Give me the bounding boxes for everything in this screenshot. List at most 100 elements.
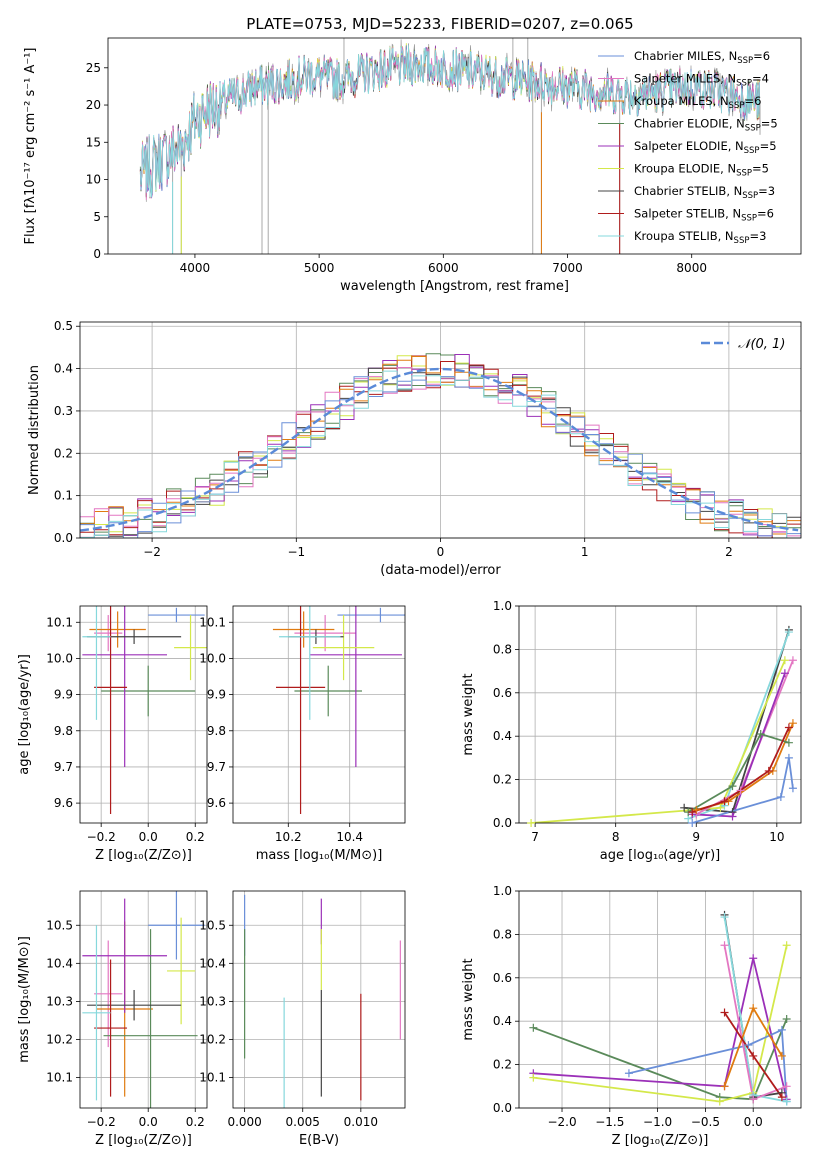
x-tick-label: −0.2 bbox=[87, 830, 116, 844]
legend-entry-suffix: =6 bbox=[744, 94, 761, 108]
y-tick-label: 10.0 bbox=[199, 651, 226, 665]
x-tick-label: 8 bbox=[612, 830, 620, 844]
legend-entry-label: Salpeter MILES, N bbox=[634, 72, 736, 86]
y-tick-label: 9.6 bbox=[207, 796, 226, 810]
y-tick-label: 5 bbox=[93, 210, 101, 224]
y-tick-label: 9.6 bbox=[54, 796, 73, 810]
x-tick-label: −1 bbox=[287, 545, 305, 559]
legend-entry-subscript: SSP bbox=[745, 124, 761, 134]
weight-marker-salpeter_elodie bbox=[780, 669, 789, 678]
y-axis-label: Flux [fλ10⁻¹⁷ erg cm⁻² s⁻¹ A⁻¹] bbox=[23, 48, 38, 245]
weight-marker-kroupa_stelib bbox=[784, 628, 793, 637]
y-tick-label: 10.5 bbox=[199, 918, 226, 932]
legend-entry-suffix: =4 bbox=[752, 72, 769, 86]
y-tick-label: 0.0 bbox=[54, 531, 73, 545]
x-tick-label: 10.2 bbox=[275, 830, 302, 844]
y-tick-label: 9.9 bbox=[207, 688, 226, 702]
legend-entry-subscript: SSP bbox=[734, 236, 750, 246]
figure-title: PLATE=0753, MJD=52233, FIBERID=0207, z=0… bbox=[246, 15, 633, 33]
legend-entry: Kroupa STELIB, NSSP=3 bbox=[634, 229, 766, 246]
legend-entry-suffix: =6 bbox=[757, 207, 774, 221]
y-tick-label: 9.7 bbox=[207, 760, 226, 774]
y-tick-label: 10.1 bbox=[199, 1071, 226, 1085]
weight-marker-salpeter_stelib bbox=[777, 1093, 786, 1102]
legend-entry: Chabrier MILES, NSSP=6 bbox=[634, 49, 770, 66]
x-tick-label: 5000 bbox=[304, 261, 335, 275]
y-tick-label: 10.1 bbox=[199, 615, 226, 629]
y-tick-label: 10.2 bbox=[199, 1032, 226, 1046]
x-tick-label: 10 bbox=[769, 830, 784, 844]
axes-frame bbox=[232, 605, 406, 824]
y-tick-label: 0.2 bbox=[54, 446, 73, 460]
weight-marker-kroupa_miles bbox=[720, 1082, 729, 1091]
weight-marker-kroupa_miles bbox=[777, 1051, 786, 1060]
y-axis-label: Normed distribution bbox=[27, 365, 42, 495]
legend-entry-suffix: =5 bbox=[761, 117, 778, 131]
x-tick-label: 4000 bbox=[180, 261, 211, 275]
weight_vs_age-panel: 7 8 9 10 0.0 0.2 0.4 0.6 0.8 1.0 age [log₁₀(age/yr… bbox=[461, 599, 802, 863]
weight-marker-kroupa_elodie bbox=[527, 819, 536, 827]
x-tick-label: 0.2 bbox=[186, 830, 205, 844]
weight-marker-chabrier_miles bbox=[776, 792, 785, 801]
y-axis-label: mass [log₁₀(M/M⊙)] bbox=[17, 936, 32, 1063]
legend-entry-label: Kroupa ELODIE, N bbox=[634, 162, 736, 176]
legend-entry: Kroupa MILES, NSSP=6 bbox=[634, 94, 761, 111]
y-tick-label: 0.5 bbox=[54, 319, 73, 333]
y-tick-label: 0.8 bbox=[493, 642, 512, 656]
weight-marker-chabrier_miles bbox=[688, 819, 697, 827]
y-tick-label: 0.0 bbox=[493, 816, 512, 830]
x-tick-label: 0.2 bbox=[186, 1115, 205, 1129]
weight-marker-salpeter_stelib bbox=[749, 1051, 758, 1060]
mass_vs_ebv-panel: 0.000 0.005 0.010 10.1 10.2 10.3 10.4 10.5 E(B-V… bbox=[199, 890, 406, 1148]
y-tick-label: 10.2 bbox=[46, 1032, 73, 1046]
weight-marker-chabrier_miles bbox=[624, 1069, 633, 1078]
y-tick-label: 0.2 bbox=[493, 773, 512, 787]
y-tick-label: 0.4 bbox=[493, 729, 512, 743]
y-tick-label: 0.2 bbox=[493, 1058, 512, 1072]
weight-marker-kroupa_stelib bbox=[782, 1097, 791, 1106]
y-tick-label: 1.0 bbox=[493, 599, 512, 613]
legend-entry-subscript: SSP bbox=[736, 169, 752, 179]
weight-marker-chabrier_miles bbox=[744, 1041, 753, 1050]
weight-line-chabrier_elodie bbox=[532, 1018, 788, 1101]
y-tick-label: 0.6 bbox=[493, 686, 512, 700]
weight-marker-kroupa_elodie bbox=[782, 941, 791, 950]
legend-entry-subscript: SSP bbox=[741, 214, 757, 224]
y-tick-label: 10.3 bbox=[46, 994, 73, 1008]
legend-entry-subscript: SSP bbox=[736, 79, 752, 89]
normal-distribution-curve bbox=[80, 367, 799, 532]
legend-entry-suffix: =3 bbox=[749, 229, 766, 243]
weight-marker-salpeter_miles bbox=[749, 1095, 758, 1104]
x-tick-label: 0.0 bbox=[139, 1115, 158, 1129]
y-tick-label: 10.0 bbox=[46, 651, 73, 665]
y-tick-label: 9.8 bbox=[207, 724, 226, 738]
y-tick-label: 0.1 bbox=[54, 489, 73, 503]
y-tick-label: 0 bbox=[93, 247, 101, 261]
x-axis-label: (data-model)/error bbox=[380, 563, 501, 578]
mass_vs_Z-plot-area bbox=[82, 891, 205, 1108]
axes-frame bbox=[79, 605, 208, 824]
legend-entry: Salpeter STELIB, NSSP=6 bbox=[634, 207, 774, 224]
x-tick-label: 0.0 bbox=[744, 1115, 763, 1129]
y-tick-label: 10.3 bbox=[199, 994, 226, 1008]
residuals-panel: −2 −1 0 1 2 0.0 0.1 0.2 0.3 0.4 0.5 (data-model)/er… bbox=[27, 319, 802, 578]
age_vs_Z-panel: −0.2 0.0 0.2 9.6 9.7 9.8 9.9 10.0 10.1 Z [log₁₀(Z… bbox=[17, 605, 208, 863]
axes-frame bbox=[107, 37, 802, 255]
weight-marker-salpeter_miles bbox=[720, 941, 729, 950]
y-tick-label: 10 bbox=[86, 173, 101, 187]
x-axis-label: Z [log₁₀(Z/Z⊙)] bbox=[95, 848, 192, 863]
x-axis-label: mass [log₁₀(M/M⊙)] bbox=[256, 848, 383, 863]
legend-entry-label: Chabrier STELIB, N bbox=[634, 184, 742, 198]
x-tick-label: 7000 bbox=[552, 261, 583, 275]
legend-entry-label: Salpeter STELIB, N bbox=[634, 207, 741, 221]
y-axis-label: age [log₁₀(age/yr)] bbox=[17, 654, 32, 775]
x-tick-label: 9 bbox=[692, 830, 700, 844]
weight-marker-salpeter_elodie bbox=[728, 812, 737, 821]
legend-entry-label: Chabrier ELODIE, N bbox=[634, 117, 745, 131]
age_vs_mass-plot-area bbox=[272, 606, 405, 814]
x-axis-label: wavelength [Angstrom, rest frame] bbox=[340, 279, 569, 294]
x-tick-label: 8000 bbox=[676, 261, 707, 275]
y-tick-label: 25 bbox=[86, 61, 101, 75]
weight-marker-salpeter_elodie bbox=[749, 954, 758, 963]
weight-marker-salpeter_stelib bbox=[720, 797, 729, 806]
